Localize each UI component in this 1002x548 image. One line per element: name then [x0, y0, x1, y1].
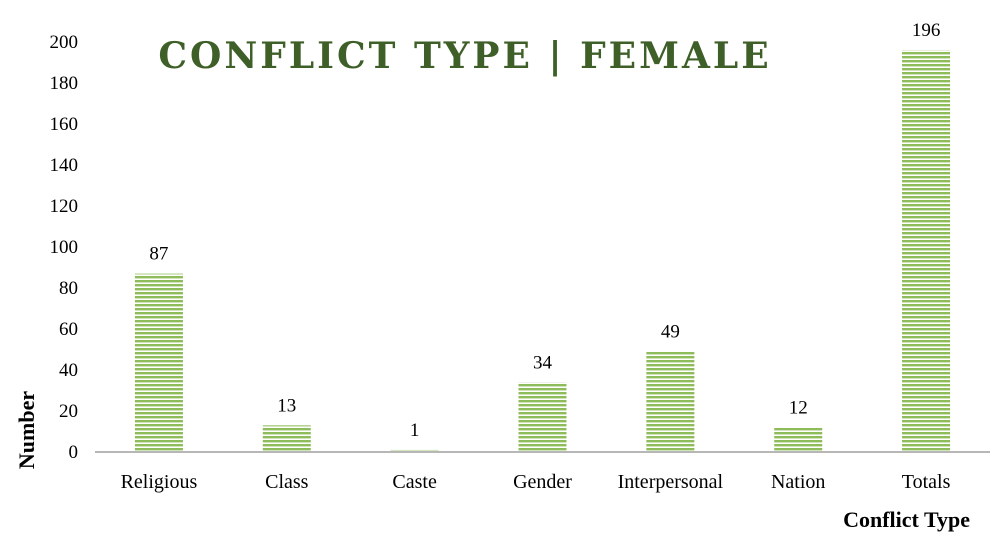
bars	[134, 50, 951, 452]
y-tick-label: 200	[50, 32, 79, 53]
y-tick-label: 80	[59, 278, 78, 299]
bar-religious	[134, 273, 183, 452]
bar-nation	[774, 427, 823, 452]
category-label-religious: Religious	[121, 471, 198, 493]
data-label-caste: 1	[410, 420, 420, 441]
data-labels: 87 13 1 34 49 12 196	[149, 20, 940, 441]
data-label-totals: 196	[912, 20, 941, 41]
bar-interpersonal	[646, 351, 695, 452]
category-label-totals: Totals	[902, 471, 951, 493]
data-label-religious: 87	[149, 244, 168, 265]
y-tick-label: 100	[50, 237, 79, 258]
data-label-gender: 34	[533, 352, 553, 373]
category-label-interpersonal: Interpersonal	[618, 471, 724, 493]
y-tick-label: 20	[59, 401, 78, 422]
bar-class	[262, 425, 311, 452]
data-label-nation: 12	[789, 397, 808, 418]
y-tick-label: 140	[50, 155, 79, 176]
category-label-class: Class	[265, 471, 309, 493]
category-label-gender: Gender	[513, 471, 572, 493]
x-axis-title: Conflict Type	[843, 507, 970, 532]
y-tick-label: 60	[59, 319, 78, 340]
category-label-caste: Caste	[392, 471, 437, 493]
y-tick-label: 0	[69, 442, 79, 463]
bar-gender	[518, 382, 567, 452]
category-label-nation: Nation	[771, 471, 825, 493]
y-axis-ticks: 0 20 40 60 80 100 120 140 160 180 200	[50, 32, 79, 463]
category-labels: Religious Class Caste Gender Interpersonal Na…	[121, 471, 951, 493]
data-label-class: 13	[277, 395, 296, 416]
data-label-interpersonal: 49	[661, 322, 680, 343]
bar-totals	[902, 50, 951, 452]
chart-title: CONFLICT TYPE | FEMALE	[158, 35, 771, 77]
y-tick-label: 180	[50, 73, 79, 94]
y-axis-title: Number	[14, 391, 39, 469]
y-tick-label: 40	[59, 360, 78, 381]
y-tick-label: 120	[50, 196, 79, 217]
bar-caste	[390, 449, 439, 452]
y-tick-label: 160	[50, 114, 79, 135]
